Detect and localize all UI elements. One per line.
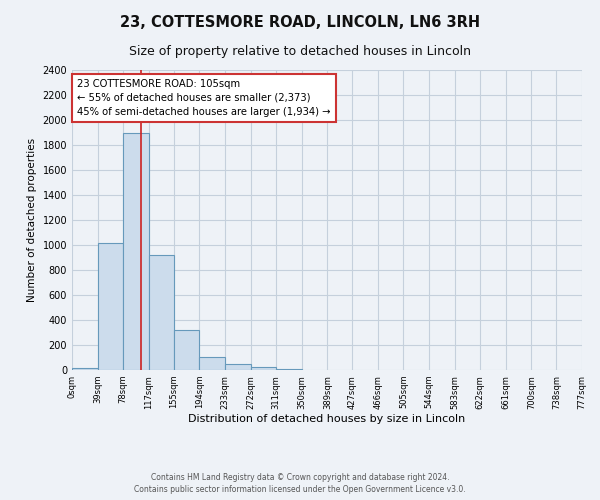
Bar	[251, 367, 276, 370]
Text: 23, COTTESMORE ROAD, LINCOLN, LN6 3RH: 23, COTTESMORE ROAD, LINCOLN, LN6 3RH	[120, 15, 480, 30]
Bar	[123, 132, 149, 370]
Bar	[199, 357, 225, 370]
Bar	[276, 369, 302, 370]
Y-axis label: Number of detached properties: Number of detached properties	[27, 138, 37, 302]
Text: Contains HM Land Registry data © Crown copyright and database right 2024.: Contains HM Land Registry data © Crown c…	[151, 474, 449, 482]
X-axis label: Distribution of detached houses by size in Lincoln: Distribution of detached houses by size …	[188, 414, 466, 424]
Text: 23 COTTESMORE ROAD: 105sqm
← 55% of detached houses are smaller (2,373)
45% of s: 23 COTTESMORE ROAD: 105sqm ← 55% of deta…	[77, 79, 331, 117]
Bar	[149, 255, 174, 370]
Text: Size of property relative to detached houses in Lincoln: Size of property relative to detached ho…	[129, 45, 471, 58]
Bar	[98, 242, 123, 370]
Bar	[174, 330, 199, 370]
Text: Contains public sector information licensed under the Open Government Licence v3: Contains public sector information licen…	[134, 484, 466, 494]
Bar	[72, 368, 98, 370]
Bar	[225, 364, 251, 370]
